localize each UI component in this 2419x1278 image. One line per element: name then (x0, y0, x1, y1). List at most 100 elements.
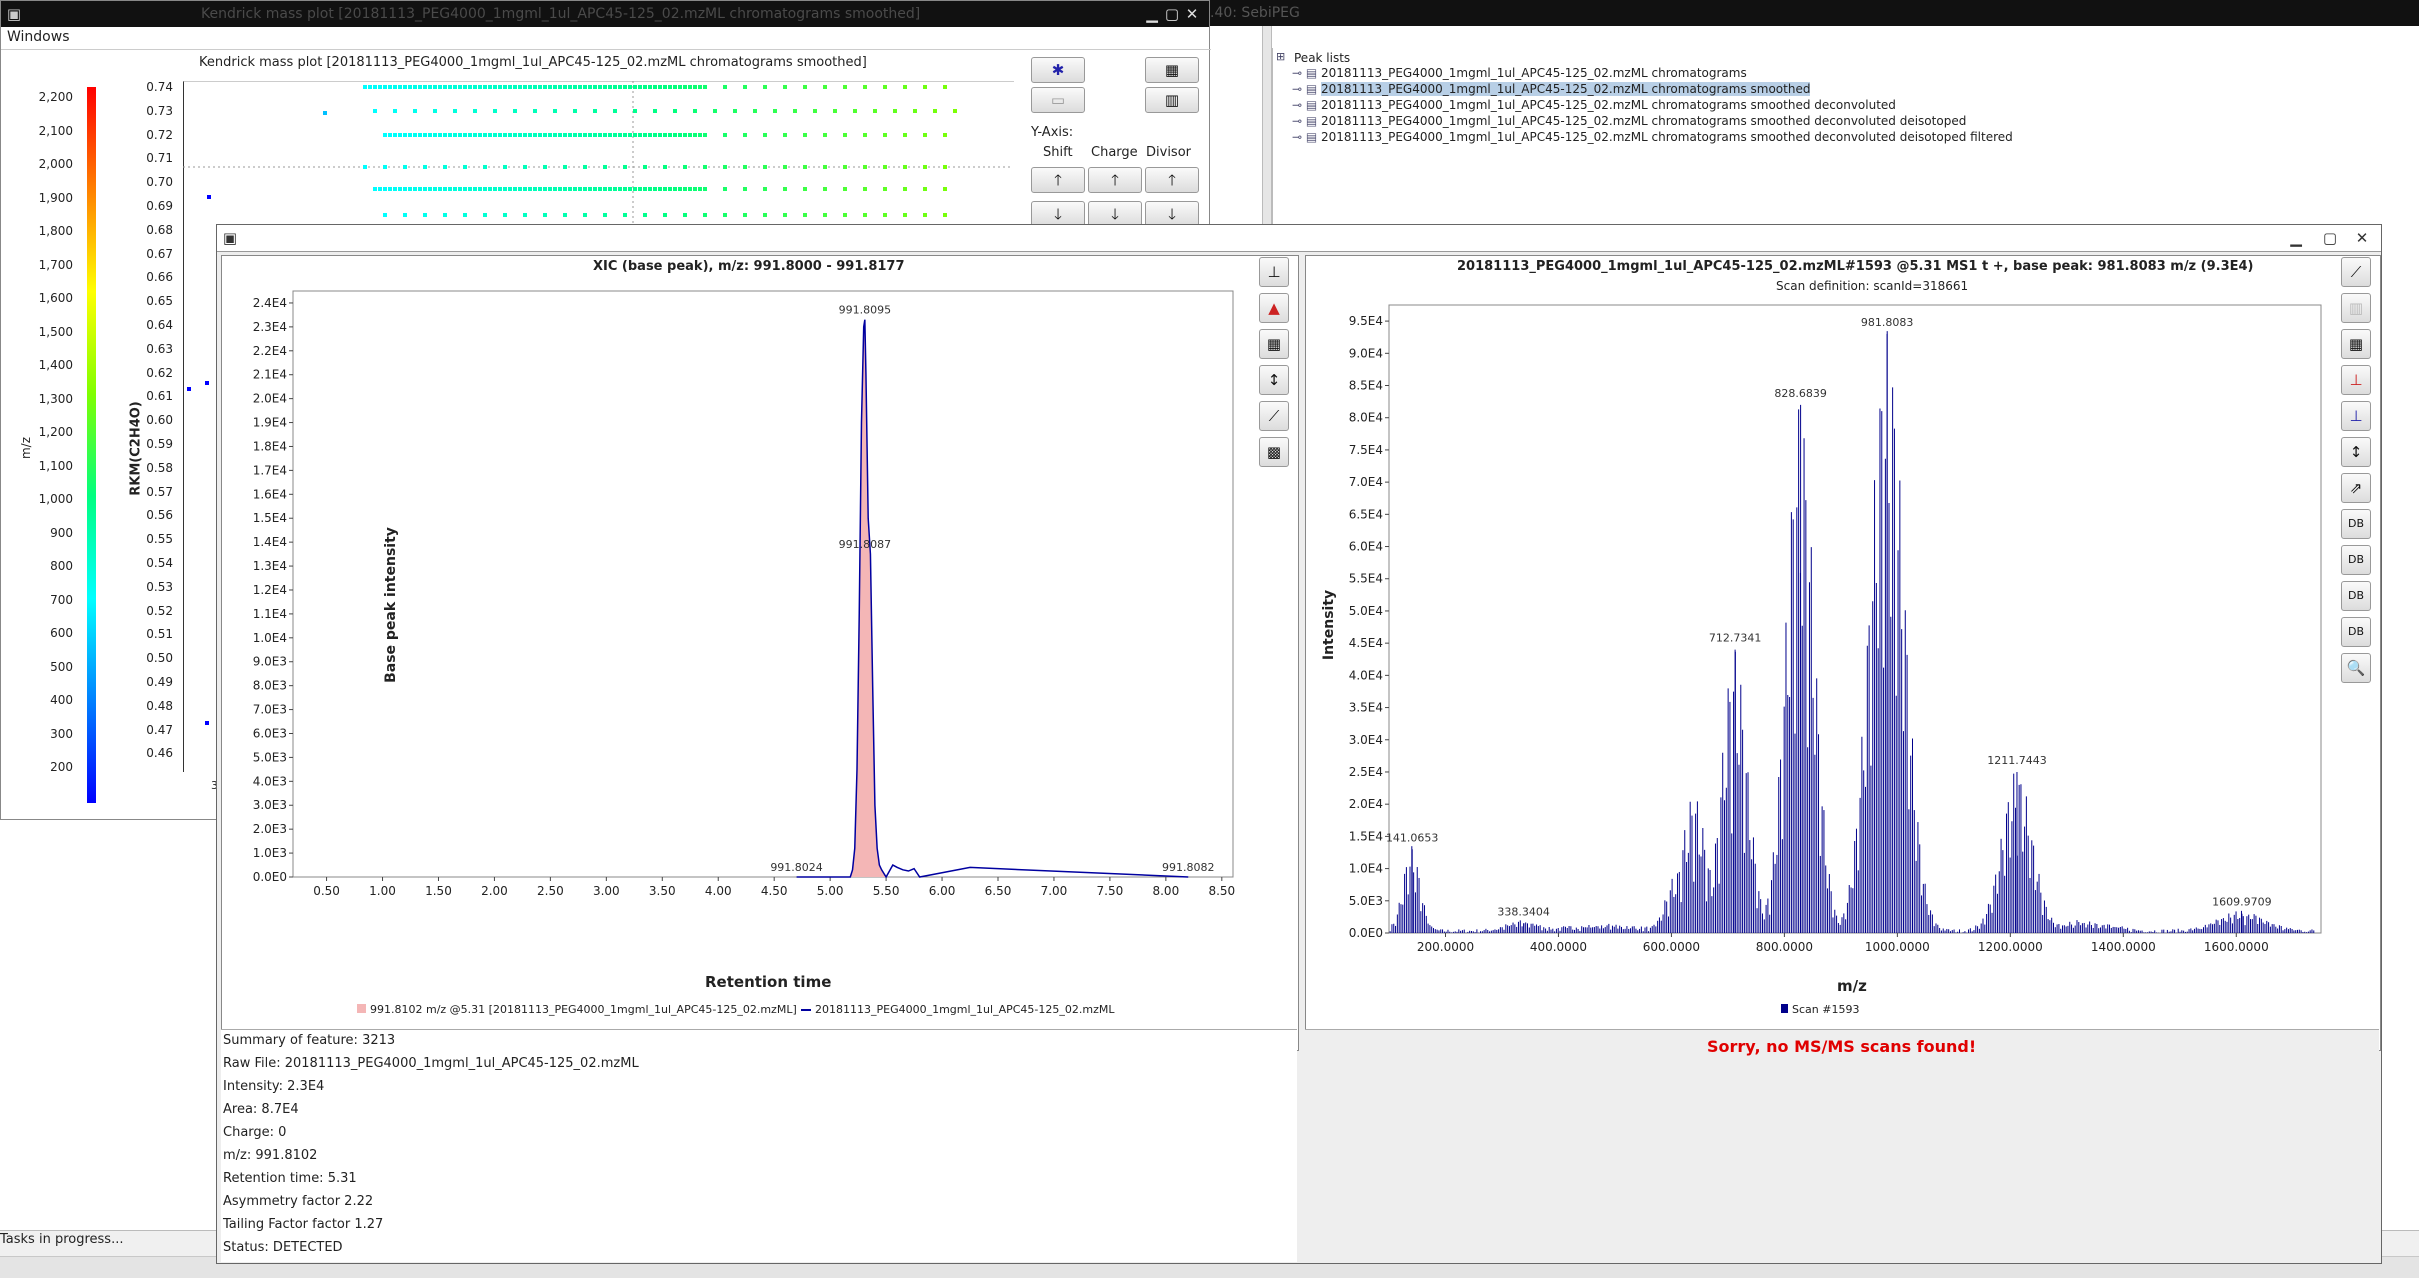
kendrick-point (488, 187, 492, 191)
xic-legend-raw-label: 20181113_PEG4000_1mgml_1ul_APC45-125_02.… (815, 1003, 1115, 1016)
peaklist-item[interactable]: ⊸ ▤ 20181113_PEG4000_1mgml_1ul_APC45-125… (1292, 130, 2013, 144)
spec-continuous-button[interactable]: ⟋ (2341, 257, 2371, 287)
tasks-label: Tasks in progress... (0, 1232, 124, 1247)
feature-close-icon[interactable]: ✕ (2355, 229, 2369, 247)
spectrum-panel[interactable] (1305, 255, 2381, 1051)
kendrick-point (568, 85, 572, 89)
kendrick-point (723, 187, 727, 191)
peaklist-panel[interactable] (1272, 48, 2419, 228)
feature-minimize-icon[interactable]: ▁ (2290, 229, 2302, 247)
zoom-fit-button[interactable]: ✱ (1031, 57, 1085, 83)
xic-export-button[interactable]: ▩ (1259, 437, 1289, 467)
peaklist-item[interactable]: ⊸ ▤ 20181113_PEG4000_1mgml_1ul_APC45-125… (1292, 82, 1811, 96)
kendrick-point (418, 85, 422, 89)
shift-down-button[interactable]: 🡓 (1031, 201, 1085, 227)
close-icon[interactable]: ✕ (1185, 5, 1199, 23)
spec-axes-button[interactable]: ↕ (2341, 437, 2371, 467)
kendrick-point (628, 85, 632, 89)
kendrick-point (608, 133, 612, 137)
colorbar-tick-label: 1,200 (38, 425, 73, 439)
kendrick-ytick-label: 0.47 (146, 722, 173, 737)
spec-db-search-button-4[interactable]: DB (2341, 617, 2371, 647)
spec-datasets-button[interactable]: ▦ (2341, 329, 2371, 359)
kendrick-point (693, 187, 697, 191)
xic-chart[interactable]: 0.0E0 1.0E3 2.0E3 3.0E3 4.0E3 5.0E3 6.0E3 7.0E3… (217, 225, 1297, 1025)
kendrick-point (393, 109, 397, 113)
spec-db-search-button-3[interactable]: DB (2341, 581, 2371, 611)
divisor-up-button[interactable]: 🡑 (1145, 167, 1199, 193)
spec-annotation-button[interactable]: ▥ (2341, 293, 2371, 323)
chart-options-button[interactable]: ▥ (1145, 87, 1199, 113)
spec-db-search-button-1[interactable]: DB (2341, 509, 2371, 539)
kendrick-point (903, 213, 907, 217)
kendrick-point (483, 187, 487, 191)
xic-annotation: 991.8095 (839, 304, 892, 317)
charge-up-button[interactable]: 🡑 (1088, 167, 1142, 193)
kendrick-point (548, 133, 552, 137)
kendrick-point (578, 133, 582, 137)
kendrick-point (663, 133, 667, 137)
spec-search-icon[interactable]: 🔍 (2341, 653, 2371, 683)
kendrick-plot-area[interactable] (183, 81, 1014, 772)
kendrick-point (703, 165, 707, 169)
kendrick-point (643, 133, 647, 137)
kendrick-point (653, 133, 657, 137)
kendrick-point (403, 187, 407, 191)
xic-pick-button[interactable]: ⟋ (1259, 401, 1289, 431)
peaklist-collapse-icon[interactable]: ⊞ (1276, 50, 1286, 63)
xic-datasets-button[interactable]: ▦ (1259, 329, 1289, 359)
kendrick-point (558, 187, 562, 191)
kendrick-point (378, 187, 382, 191)
kendrick-point (513, 109, 517, 113)
xic-xtick-label: 3.00 (593, 884, 620, 898)
kendrick-point (413, 187, 417, 191)
minimize-icon[interactable]: ▁ (1146, 5, 1158, 23)
feature-window[interactable]: ▣ ▁ ▢ ✕ XIC (base peak), m/z: 991.8000 -… (216, 224, 2382, 1264)
xic-toggle-area-button[interactable]: ▲ (1259, 293, 1289, 323)
xic-panel[interactable] (221, 255, 1299, 1051)
spec-export-button[interactable]: ⇗ (2341, 473, 2371, 503)
kendrick-point (683, 187, 687, 191)
colorbar-tick-label: 500 (50, 659, 73, 674)
kendrick-point (703, 85, 707, 89)
kendrick-point (558, 85, 562, 89)
kendrick-point (903, 85, 907, 89)
kendrick-point (508, 133, 512, 137)
summary-line: Retention time: 5.31 (223, 1171, 357, 1186)
kendrick-point (913, 109, 917, 113)
kendrick-point (523, 213, 527, 217)
xic-xtick-label: 2.50 (537, 884, 564, 898)
peaklist-item[interactable]: ⊸ ▤ 20181113_PEG4000_1mgml_1ul_APC45-125… (1292, 98, 1896, 112)
kendrick-point (618, 187, 622, 191)
kendrick-point (538, 187, 542, 191)
kendrick-point (388, 133, 392, 137)
xic-toggle-continuous-button[interactable]: ⊥ (1259, 257, 1289, 287)
kendrick-point (653, 187, 657, 191)
spec-isotopes-button[interactable]: ⊥ (2341, 401, 2371, 431)
spec-db-search-button-2[interactable]: DB (2341, 545, 2371, 575)
xic-xtick-label: 1.50 (425, 884, 452, 898)
maximize-icon[interactable]: ▢ (1164, 5, 1180, 23)
kendrick-ytick-label: 0.73 (146, 103, 173, 118)
summary-line: Raw File: 20181113_PEG4000_1mgml_1ul_APC… (223, 1056, 639, 1071)
blank-toggle-button[interactable]: ▭ (1031, 87, 1085, 113)
feature-maximize-icon[interactable]: ▢ (2322, 229, 2338, 247)
spec-centroid-button[interactable]: ⊥ (2341, 365, 2371, 395)
colorbar-tick-label: 300 (50, 726, 73, 741)
plot-settings-button[interactable]: ▦ (1145, 57, 1199, 83)
kendrick-point (763, 133, 767, 137)
shift-up-button[interactable]: 🡑 (1031, 167, 1085, 193)
xic-axes-button[interactable]: ↕ (1259, 365, 1289, 395)
spectrum-ytick-label: 8.5E4 (1349, 379, 1383, 393)
colorbar-tick-label: 2,100 (38, 123, 73, 138)
peaklist-item[interactable]: ⊸ ▤ 20181113_PEG4000_1mgml_1ul_APC45-125… (1292, 114, 1966, 128)
kendrick-point (823, 213, 827, 217)
kendrick-ytick-label: 0.69 (146, 199, 173, 213)
peaklist-item[interactable]: ⊸ ▤ 20181113_PEG4000_1mgml_1ul_APC45-125… (1292, 66, 1747, 80)
kendrick-point (743, 187, 747, 191)
spectrum-chart[interactable]: 0.0E0 5.0E3 1.0E4 1.5E4 2.0E4 2.5E4 3.0E4 3.5E4… (217, 225, 2387, 1025)
windows-menu[interactable]: Windows (7, 29, 70, 45)
xic-legend-feature-swatch (357, 1004, 366, 1013)
kendrick-window-title: Kendrick mass plot [20181113_PEG4000_1mg… (201, 6, 921, 22)
kendrick-point (393, 133, 397, 137)
